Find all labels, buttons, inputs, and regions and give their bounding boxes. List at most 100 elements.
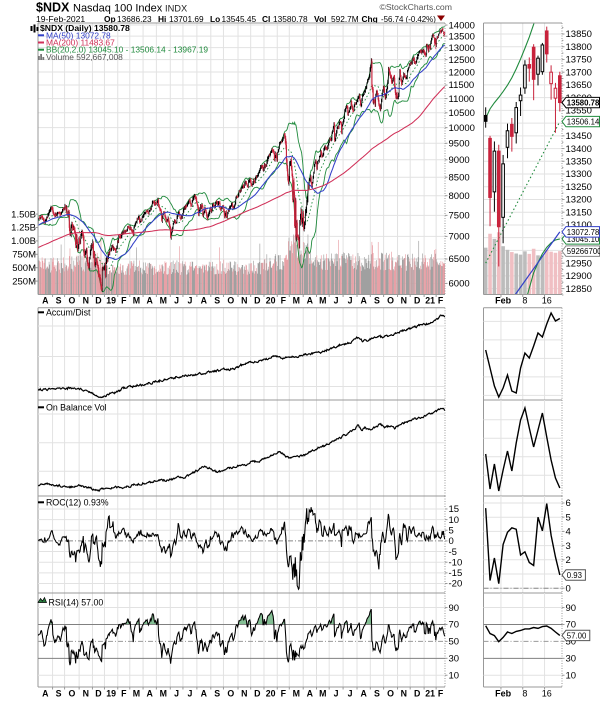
svg-text:13800: 13800: [566, 42, 592, 53]
svg-text:J: J: [174, 296, 179, 306]
svg-text:Vol: Vol: [314, 14, 326, 24]
svg-text:J: J: [348, 296, 353, 306]
svg-text:90: 90: [566, 603, 577, 614]
svg-text:13850: 13850: [566, 29, 592, 40]
svg-text:S: S: [214, 689, 220, 699]
svg-text:0: 0: [449, 536, 454, 547]
svg-text:13701.69: 13701.69: [169, 14, 204, 24]
svg-text:57.00: 57.00: [567, 631, 587, 640]
svg-text:A: A: [42, 689, 49, 699]
svg-text:-15: -15: [449, 568, 463, 579]
svg-text:14000: 14000: [449, 20, 475, 31]
svg-text:A: A: [201, 296, 208, 306]
svg-text:13400: 13400: [566, 144, 592, 155]
svg-text:D: D: [95, 689, 101, 699]
svg-text:19: 19: [106, 689, 116, 699]
svg-text:12850: 12850: [566, 284, 592, 295]
svg-text:N: N: [241, 689, 247, 699]
svg-text:13700: 13700: [566, 67, 592, 78]
svg-text:F: F: [281, 689, 287, 699]
svg-text:A: A: [42, 296, 49, 306]
svg-text:10: 10: [449, 670, 460, 681]
svg-text:S: S: [374, 296, 380, 306]
svg-text:16: 16: [542, 296, 552, 306]
svg-text:©StockCharts.com: ©StockCharts.com: [379, 2, 452, 12]
svg-text:6500: 6500: [449, 254, 470, 265]
svg-text:5: 5: [566, 512, 571, 523]
svg-text:6: 6: [566, 498, 571, 509]
svg-text:13750: 13750: [566, 55, 592, 66]
svg-text:13000: 13000: [449, 43, 475, 54]
svg-text:10: 10: [566, 670, 577, 681]
svg-text:O: O: [387, 689, 394, 699]
svg-text:1.25B: 1.25B: [11, 223, 36, 234]
svg-text:0: 0: [566, 583, 571, 594]
svg-text:Feb: Feb: [495, 296, 512, 306]
svg-text:MA(200) 11483.67: MA(200) 11483.67: [46, 38, 115, 48]
svg-text:-56.74 (-0.42%): -56.74 (-0.42%): [381, 15, 436, 24]
svg-text:70: 70: [449, 620, 460, 631]
svg-text:O: O: [68, 689, 75, 699]
svg-text:13545.45: 13545.45: [222, 14, 257, 24]
svg-text:Op: Op: [104, 14, 116, 24]
svg-text:1.50B: 1.50B: [11, 209, 36, 220]
svg-text:12000: 12000: [449, 67, 475, 78]
svg-text:30: 30: [449, 654, 460, 665]
svg-text:M: M: [319, 689, 326, 699]
svg-text:13300: 13300: [566, 169, 592, 180]
svg-text:250M: 250M: [12, 276, 36, 287]
svg-text:50: 50: [566, 637, 577, 648]
svg-text:INDX: INDX: [165, 4, 187, 14]
svg-text:N: N: [83, 689, 89, 699]
svg-text:-20: -20: [449, 579, 463, 590]
svg-text:Nasdaq 100 Index: Nasdaq 100 Index: [73, 3, 163, 15]
svg-text:13350: 13350: [566, 157, 592, 168]
svg-text:MA(50) 13072.78: MA(50) 13072.78: [46, 30, 111, 40]
svg-text:A: A: [360, 296, 367, 306]
svg-text:2: 2: [566, 555, 571, 566]
svg-text:M: M: [293, 689, 300, 699]
svg-text:F: F: [281, 296, 287, 306]
svg-text:8500: 8500: [449, 172, 470, 183]
svg-text:11500: 11500: [449, 80, 475, 91]
svg-text:6000: 6000: [449, 279, 470, 290]
svg-text:J: J: [348, 689, 353, 699]
svg-text:10: 10: [449, 515, 460, 526]
svg-text:13580.78: 13580.78: [567, 98, 600, 107]
svg-text:-10: -10: [449, 557, 463, 568]
svg-text:8: 8: [522, 296, 527, 306]
svg-text:19-Feb-2021: 19-Feb-2021: [36, 14, 85, 24]
svg-text:F: F: [121, 296, 127, 306]
svg-text:11000: 11000: [449, 94, 475, 105]
svg-text:8: 8: [522, 689, 527, 699]
svg-text:O: O: [227, 296, 234, 306]
svg-text:90: 90: [449, 603, 460, 614]
svg-text:13550: 13550: [566, 106, 592, 117]
svg-text:A: A: [201, 689, 208, 699]
svg-text:21: 21: [425, 296, 435, 306]
svg-text:M: M: [160, 689, 167, 699]
svg-text:N: N: [241, 296, 247, 306]
svg-text:13045.10: 13045.10: [567, 235, 600, 244]
svg-text:N: N: [83, 296, 89, 306]
svg-text:0.93: 0.93: [567, 571, 582, 580]
svg-text:16: 16: [542, 689, 552, 699]
svg-text:13072.78: 13072.78: [567, 228, 600, 237]
svg-text:3: 3: [566, 541, 571, 552]
svg-text:J: J: [174, 689, 179, 699]
svg-text:M: M: [319, 296, 326, 306]
svg-text:10500: 10500: [449, 108, 475, 119]
svg-text:20: 20: [266, 689, 276, 699]
svg-text:J: J: [334, 689, 339, 699]
svg-text:8000: 8000: [449, 191, 470, 202]
svg-text:O: O: [227, 689, 234, 699]
svg-text:20: 20: [266, 296, 276, 306]
svg-text:13450: 13450: [566, 131, 592, 142]
svg-text:21: 21: [425, 689, 435, 699]
svg-text:S: S: [56, 689, 62, 699]
svg-text:13250: 13250: [566, 182, 592, 193]
svg-text:J: J: [334, 296, 339, 306]
svg-text:D: D: [254, 689, 260, 699]
svg-text:5: 5: [449, 525, 454, 536]
svg-text:10000: 10000: [449, 123, 475, 134]
